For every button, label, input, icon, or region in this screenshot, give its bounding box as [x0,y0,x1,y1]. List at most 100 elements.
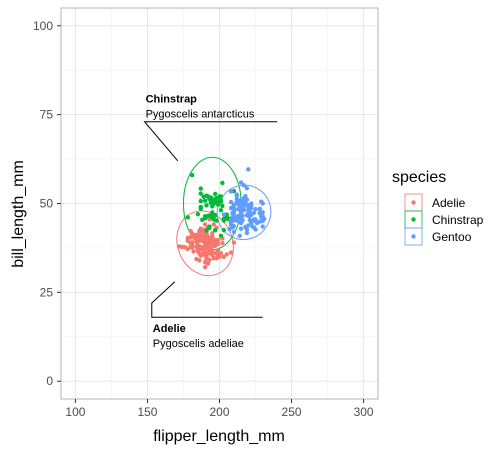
point-adelie [231,240,237,245]
point-adelie [205,234,211,239]
point-gentoo [257,206,263,212]
point-adelie [202,240,208,245]
point-gentoo [250,224,255,229]
point-adelie [201,252,206,257]
annotation-subtitle-adelie: Pygoscelis adeliae [153,338,244,350]
point-chinstrap [221,218,227,223]
point-gentoo [231,229,237,235]
annotation-title-chinstrap: Chinstrap [146,94,198,106]
point-adelie [189,243,195,248]
y-tick-label: 0 [46,374,53,388]
point-chinstrap [204,203,209,208]
point-adelie [202,243,208,248]
point-gentoo [259,199,264,204]
point-adelie [189,231,195,236]
point-gentoo [237,205,242,210]
point-chinstrap [215,202,221,207]
point-chinstrap [198,191,203,196]
legend: species Adelie Chinstrap Gentoo [392,169,484,246]
point-gentoo [246,210,251,215]
point-chinstrap [212,191,218,197]
point-gentoo [221,212,227,217]
legend-point-adelie [411,200,416,205]
point-chinstrap [198,186,203,191]
point-chinstrap [207,196,212,201]
point-adelie [220,240,225,246]
point-adelie [202,264,208,270]
point-chinstrap [220,203,225,209]
point-gentoo [257,211,263,216]
point-chinstrap [212,227,218,233]
point-adelie [211,222,216,227]
x-axis-ticks: 100 150 200 250 300 [65,399,374,419]
point-adelie [211,256,216,261]
point-gentoo [238,201,244,207]
point-adelie [207,237,212,243]
point-gentoo [234,199,239,205]
point-gentoo [238,226,244,231]
point-chinstrap [220,180,225,186]
y-tick-label: 50 [40,197,54,211]
point-adelie [200,227,205,232]
points-layer [176,167,267,270]
y-tick-label: 75 [40,108,54,122]
point-chinstrap [208,200,214,205]
point-gentoo [249,203,254,208]
point-adelie [218,251,224,256]
point-gentoo [238,211,244,216]
annotation-connector-adelie [151,281,263,318]
x-tick-label: 300 [354,405,374,419]
legend-title: species [392,169,446,186]
point-gentoo [238,180,244,185]
y-axis-ticks: 0 25 50 75 100 [33,19,61,388]
point-chinstrap [207,224,212,229]
point-gentoo [249,220,254,226]
point-gentoo [237,233,242,239]
point-chinstrap [202,214,208,219]
annotation-subtitle-chinstrap: Pygoscelis antarcticus [146,109,255,121]
point-adelie [185,235,190,241]
point-chinstrap [189,172,195,178]
point-adelie [224,252,229,257]
point-chinstrap [214,198,219,203]
point-adelie [205,261,211,266]
point-gentoo [243,224,248,230]
legend-label-adelie: Adelie [432,196,466,210]
point-gentoo [230,225,235,230]
point-chinstrap [198,198,203,204]
y-tick-label: 25 [40,285,54,299]
point-chinstrap [195,211,201,217]
point-chinstrap [210,212,215,218]
point-gentoo [253,206,258,212]
annotation-title-adelie: Adelie [153,323,186,335]
point-chinstrap [221,227,227,233]
point-gentoo [228,217,234,222]
point-chinstrap [204,228,209,233]
point-gentoo [228,199,234,205]
x-tick-label: 150 [137,405,157,419]
point-gentoo [244,230,250,236]
point-chinstrap [185,215,190,220]
point-adelie [207,251,212,256]
point-adelie [215,248,221,253]
point-chinstrap [198,204,203,210]
legend-label-chinstrap: Chinstrap [432,213,484,227]
point-gentoo [249,212,254,218]
point-adelie [191,249,196,254]
point-adelie [221,254,227,260]
point-gentoo [251,217,257,222]
annotation-connector-chinstrap [143,121,278,162]
legend-point-gentoo [411,234,416,239]
point-adelie [200,234,205,240]
legend-label-gentoo: Gentoo [432,230,472,244]
point-gentoo [228,189,234,194]
point-gentoo [260,224,265,229]
point-gentoo [234,196,239,202]
point-chinstrap [218,198,224,203]
point-chinstrap [218,208,224,213]
point-adelie [228,250,234,255]
point-adelie [198,244,203,250]
point-chinstrap [211,217,216,222]
point-chinstrap [202,198,208,203]
point-gentoo [234,193,239,198]
